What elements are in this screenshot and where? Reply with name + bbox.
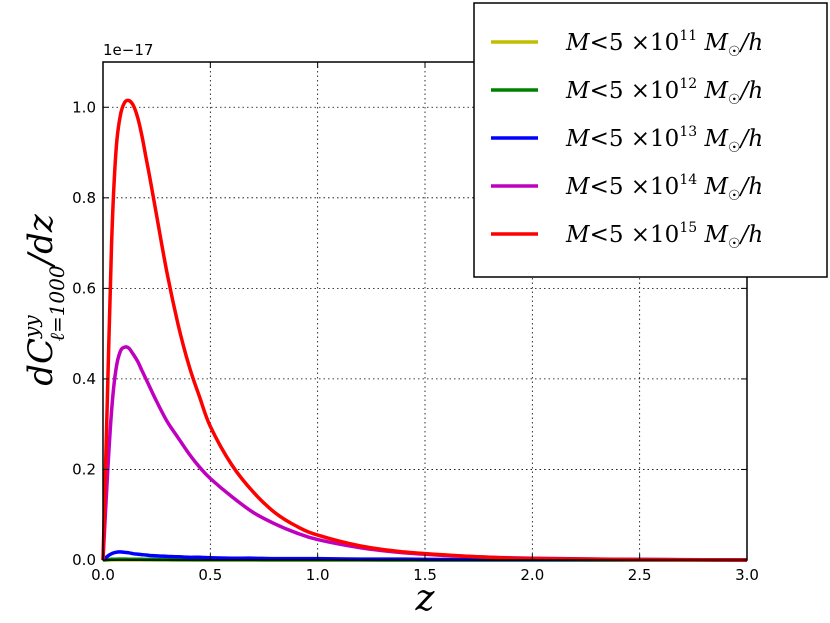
legend-label-3: M<5 ×1013 M☉/h — [565, 124, 763, 156]
y-axis-label-tail: /dz — [21, 213, 61, 268]
y-axis-label-sub: ℓ=1000 — [45, 265, 69, 341]
y-tick-label: 0.8 — [72, 189, 96, 207]
legend-label-5: M<5 ×1015 M☉/h — [565, 220, 763, 252]
y-tick-label: 0.4 — [72, 370, 96, 388]
x-tick-label: 0.0 — [91, 566, 115, 584]
x-tick-label: 2.5 — [628, 566, 652, 584]
y-tick-label: 0.6 — [72, 279, 96, 297]
legend-box — [473, 2, 828, 278]
y-axis-label: dCyy ℓ=1000/dz — [19, 213, 69, 386]
y-axis-label-base: dC — [21, 338, 61, 386]
x-axis-label: z — [415, 578, 436, 619]
x-tick-label: 0.5 — [198, 566, 222, 584]
series-line-5 — [101, 98, 748, 562]
x-tick-label: 1.0 — [306, 566, 330, 584]
legend-label-2: M<5 ×1012 M☉/h — [565, 76, 763, 108]
legend-label-4: M<5 ×1014 M☉/h — [565, 172, 763, 204]
legend: M<5 ×1011 M☉/h M<5 ×1012 M☉/h M<5 ×1013 M☉… — [473, 2, 828, 278]
series-line-4 — [101, 345, 748, 562]
x-tick-label: 1.5 — [413, 566, 437, 584]
y-scale-label: 1e−17 — [103, 41, 153, 59]
y-tick-label: 0.0 — [72, 551, 96, 569]
x-tick-label: 2.0 — [520, 566, 544, 584]
y-axis-label-sup: yy — [19, 315, 43, 339]
x-tick-label: 3.0 — [735, 566, 759, 584]
y-tick-label: 1.0 — [72, 98, 96, 116]
y-tick-label: 0.2 — [72, 460, 96, 478]
legend-label-1: M<5 ×1011 M☉/h — [565, 28, 763, 60]
